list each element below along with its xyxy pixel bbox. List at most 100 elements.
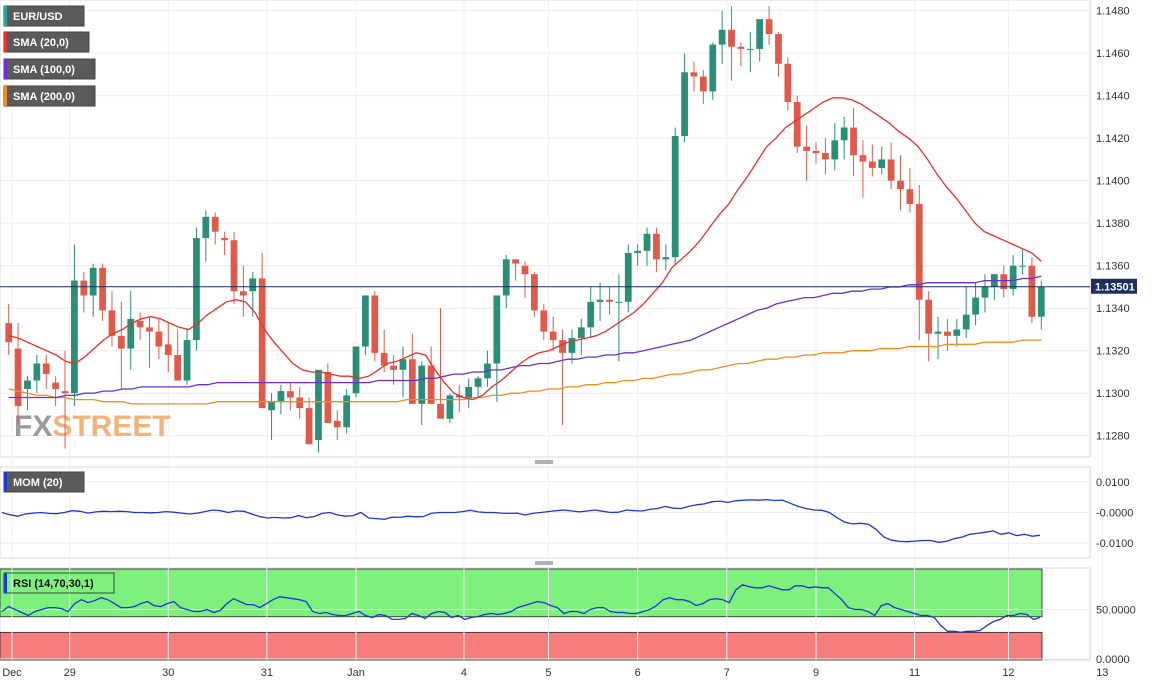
candle-body: [183, 340, 191, 381]
candle: [606, 286, 613, 315]
x-tick-label: 31: [261, 667, 273, 679]
candle-body: [549, 331, 557, 341]
candle: [174, 329, 182, 381]
candle: [1000, 265, 1008, 298]
candle-body: [643, 233, 651, 251]
candle: [859, 140, 867, 198]
candle-body: [80, 280, 88, 296]
candle: [71, 244, 78, 406]
price-gridlines: [0, 10, 1090, 437]
candle-body: [587, 301, 595, 328]
legend-rsi[interactable]: RSI (14,70,30,1): [3, 572, 115, 594]
candle-body: [324, 371, 332, 423]
candle-body: [878, 159, 886, 168]
candle-body: [953, 329, 961, 336]
candle-body: [380, 352, 388, 366]
price-tick-label: 1.1300: [1096, 388, 1130, 400]
candle-body: [925, 299, 933, 334]
candle-body: [333, 420, 341, 428]
candle: [202, 210, 210, 262]
candle-body: [681, 72, 688, 137]
candle: [5, 303, 13, 355]
legend-sma100[interactable]: SMA (100,0): [3, 58, 96, 80]
sma-100-line: [8, 275, 1042, 399]
candle-body: [756, 19, 764, 49]
candle-body: [709, 44, 717, 92]
candle: [831, 123, 839, 171]
y-axis-labels: 1.1280 1.1300 1.1320 1.1340 1.1360 1.1380 1.14…: [1096, 6, 1136, 666]
candle-body: [521, 265, 529, 275]
candle: [455, 384, 463, 413]
candle-body: [859, 155, 867, 162]
candle: [878, 146, 886, 175]
candle: [925, 291, 933, 362]
legend-sma100-swatch: [4, 59, 7, 79]
candle: [333, 410, 341, 440]
candle-body: [812, 150, 820, 154]
candle-body: [258, 278, 266, 409]
candle-body: [33, 363, 41, 381]
candle: [1009, 255, 1017, 296]
candle: [944, 318, 951, 351]
candle-body: [286, 391, 294, 398]
legend-sma200[interactable]: SMA (200,0): [3, 85, 96, 107]
candle-body: [437, 403, 444, 419]
candle: [1037, 280, 1045, 330]
legend-momentum[interactable]: MOM (20): [3, 471, 85, 493]
candle-body: [61, 391, 69, 394]
candle-body: [662, 257, 670, 260]
panel-resize-handle-2[interactable]: [535, 561, 553, 565]
candle-body: [502, 259, 510, 296]
candle: [624, 244, 632, 313]
candle-body: [1000, 274, 1008, 290]
candle-body: [230, 240, 238, 292]
candle: [775, 31, 782, 77]
candle-body: [634, 250, 642, 253]
momentum-line: [1, 498, 1041, 543]
candle-body: [146, 327, 153, 332]
candle-body: [493, 295, 501, 364]
candle-body: [906, 189, 914, 205]
candle-body: [840, 127, 848, 141]
watermark-street: STREET: [52, 410, 170, 443]
candle: [634, 244, 642, 266]
candle: [906, 167, 914, 213]
x-tick-label: 11: [909, 667, 920, 679]
price-tick-label: 1.1460: [1096, 48, 1130, 60]
candle-body: [390, 365, 397, 370]
candle-body: [831, 140, 839, 160]
legend-eurusd[interactable]: EUR/USD: [3, 5, 85, 27]
candle-body: [775, 34, 782, 64]
sma-20-line: [8, 97, 1042, 401]
momentum-tick-label: -0.0000: [1096, 508, 1133, 520]
legend-sma200-label: SMA (200,0): [13, 91, 75, 103]
momentum-series: [1, 498, 1041, 543]
candle-body: [531, 274, 538, 311]
candle: [737, 42, 745, 66]
candle: [305, 397, 313, 445]
candle: [427, 346, 435, 404]
candle: [155, 318, 163, 360]
candle-body: [465, 386, 473, 398]
candle: [934, 316, 942, 360]
candle-body: [117, 335, 125, 349]
candle-body: [408, 359, 416, 404]
price-tick-label: 1.1420: [1096, 133, 1130, 145]
moving-averages: [8, 97, 1042, 405]
candle: [315, 369, 322, 453]
candle: [418, 361, 426, 426]
candle-body: [221, 238, 228, 241]
candle: [117, 301, 125, 389]
candle: [915, 184, 923, 341]
candle: [728, 6, 735, 81]
legend-sma20[interactable]: SMA (20,0): [3, 31, 90, 53]
x-tick-label: 9: [813, 667, 819, 679]
panel-resize-handle-1[interactable]: [535, 460, 553, 464]
x-tick-label: 4: [461, 667, 467, 679]
candle-body: [268, 401, 275, 411]
candle: [324, 363, 332, 423]
candle-body: [784, 63, 792, 103]
candle: [962, 286, 970, 338]
candle-body: [803, 146, 811, 151]
